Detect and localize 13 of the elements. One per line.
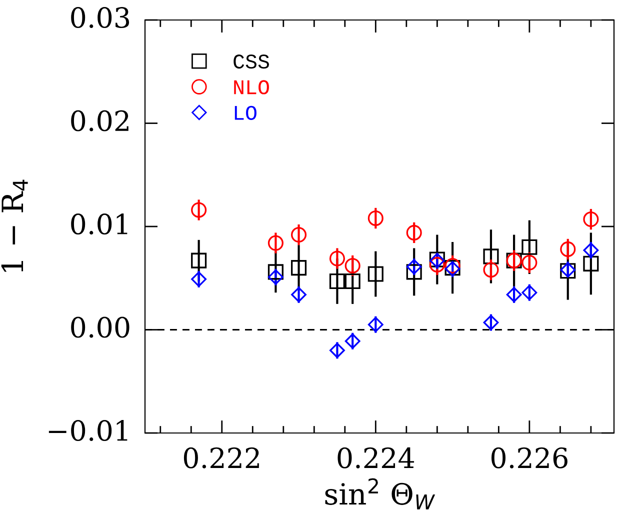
x-tick-label: 0.222 — [184, 447, 259, 468]
y-tick-label: 0.03 — [71, 7, 130, 28]
x-axis-title: sin$^{2}$ Θ$_{W}$ — [325, 478, 436, 510]
legend-label: NLO — [234, 80, 269, 94]
x-tick-label: 0.226 — [491, 447, 568, 468]
y-axis-title: 1 − R$_{4}$ — [1, 180, 28, 272]
legend-label: LO — [234, 106, 256, 120]
x-tick-label: 0.224 — [338, 447, 414, 468]
y-tick-label: 0.02 — [71, 110, 128, 132]
legend-label: CSS — [234, 54, 269, 69]
y-tick-label: 0.01 — [71, 214, 128, 235]
y-tick-label: −0.01 — [48, 420, 128, 442]
y-tick-label: 0.00 — [71, 316, 130, 338]
